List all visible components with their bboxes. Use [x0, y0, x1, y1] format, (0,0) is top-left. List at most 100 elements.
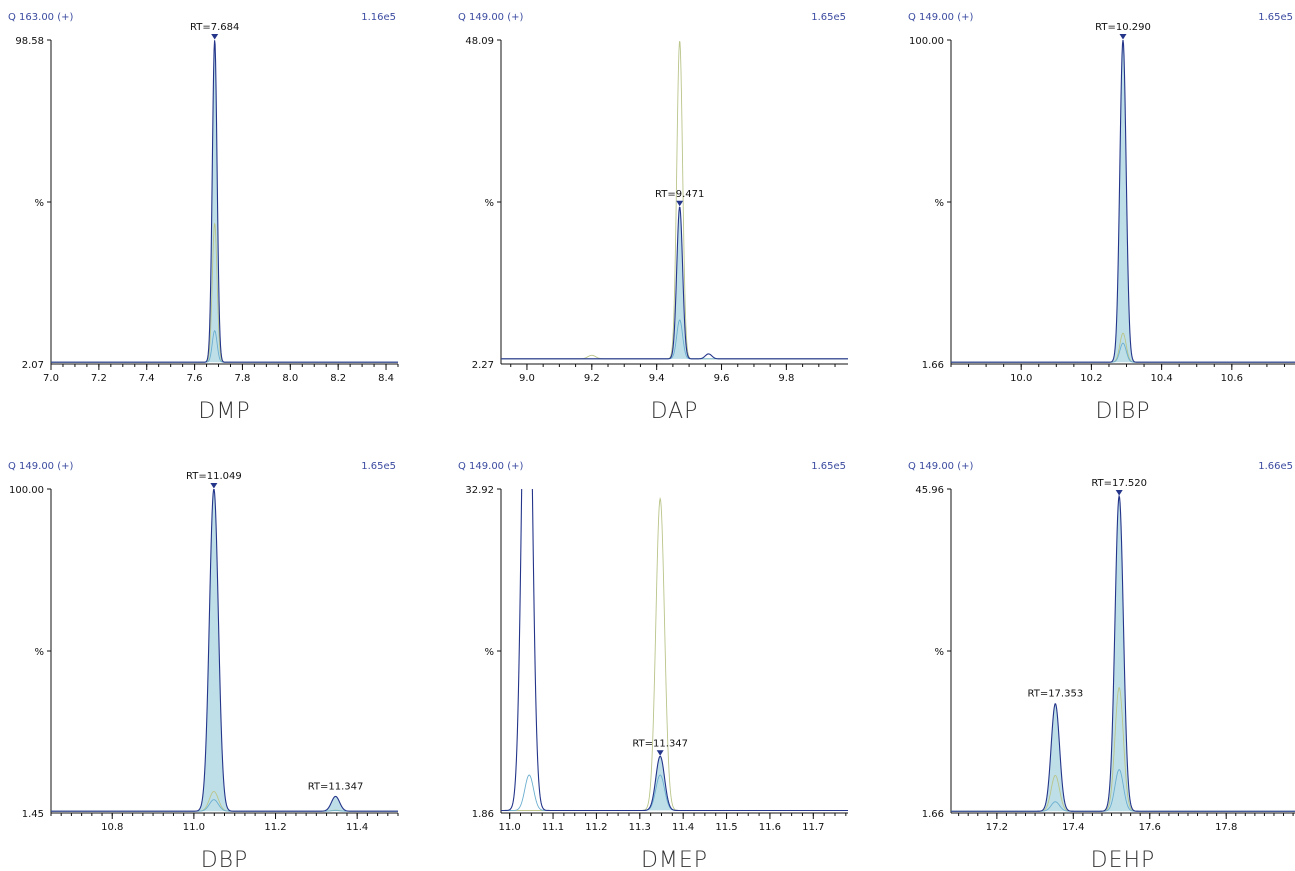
intensity-label: 1.65e5	[811, 461, 846, 472]
x-tick-label: 7.0	[43, 373, 59, 384]
y-tick-top: 32.92	[465, 485, 494, 496]
trace-ion3	[501, 774, 848, 811]
retention-time-label: RT=17.520	[1091, 478, 1147, 489]
x-tick-label: 17.6	[1139, 822, 1161, 833]
y-axis-unit: %	[934, 647, 944, 658]
integrated-areas	[669, 207, 690, 359]
x-tick-label: 7.4	[139, 373, 155, 384]
retention-time-label: RT=11.049	[186, 471, 242, 482]
intensity-label: 1.66e5	[1258, 461, 1293, 472]
trace-quant	[51, 40, 398, 363]
y-tick-top: 48.09	[465, 36, 494, 47]
peak-marker	[210, 483, 218, 489]
y-tick-bottom: 1.66	[922, 360, 944, 371]
x-tick-label: 17.8	[1215, 822, 1237, 833]
integrated-areas	[1111, 40, 1135, 363]
x-tick-label: 17.4	[1062, 822, 1084, 833]
compound-name: DMP	[198, 399, 250, 424]
peak-area-fill	[321, 796, 350, 812]
chromatogram-panel-dehp: Q 149.00 (+) 1.66e5 45.96% 1.66 17.2 17.4 17.6…	[908, 461, 1295, 871]
x-tick-label: 8.0	[282, 373, 298, 384]
retention-time-label: RT=11.347	[632, 738, 688, 749]
integrated-areas	[1040, 496, 1135, 812]
trace-ion2	[51, 223, 398, 363]
trace-ion2	[501, 496, 848, 811]
compound-name: DAP	[651, 399, 699, 424]
y-axis-unit: %	[34, 198, 44, 209]
peak-marker	[676, 200, 684, 207]
traces	[501, 489, 848, 812]
chromatogram-panel-dbp: Q 149.00 (+) 1.65e5 100.00% 1.45 10.8 11.0 11.…	[8, 461, 399, 871]
channel-label: Q 149.00 (+)	[8, 461, 73, 472]
trace-quant	[951, 40, 1295, 363]
peak-marker	[1119, 34, 1127, 40]
x-tick-label: 9.8	[778, 373, 794, 384]
y-tick-bottom: 2.27	[472, 360, 494, 371]
y-axis-unit: %	[484, 198, 494, 209]
x-tick-label: 7.2	[91, 373, 107, 384]
peak-area-fill	[1111, 40, 1135, 363]
x-tick-label: 10.0	[1010, 373, 1032, 384]
y-tick-bottom: 1.45	[22, 809, 44, 820]
x-tick-label: 11.7	[802, 822, 824, 833]
peak-area-fill	[197, 489, 230, 812]
x-tick-label: 11.0	[499, 822, 521, 833]
intensity-label: 1.65e5	[811, 12, 846, 23]
x-tick-label: 9.2	[584, 373, 600, 384]
channel-label: Q 149.00 (+)	[908, 461, 973, 472]
peak-area-fill	[206, 40, 224, 363]
trace-quant	[501, 206, 848, 360]
retention-time-label: RT=7.684	[190, 22, 239, 33]
y-tick-bottom: 2.07	[22, 360, 44, 371]
integrated-areas	[206, 40, 224, 363]
x-tick-label: 9.6	[714, 373, 730, 384]
x-tick-label: 11.2	[264, 822, 286, 833]
retention-time-label: RT=17.353	[1027, 689, 1083, 700]
traces	[51, 40, 398, 363]
peak-marker	[656, 750, 664, 756]
traces	[951, 494, 1295, 812]
traces	[951, 40, 1295, 363]
chromatogram-panel-dibp: Q 149.00 (+) 1.65e5 100.00% 1.66 10.0 10.2 10.…	[908, 12, 1295, 424]
x-tick-label: 11.4	[672, 822, 694, 833]
trace-ion2	[501, 40, 848, 360]
channel-label: Q 149.00 (+)	[458, 461, 523, 472]
peak-area-fill	[1104, 496, 1135, 812]
x-tick-label: 9.0	[519, 373, 535, 384]
x-tick-label: 11.4	[346, 822, 368, 833]
x-tick-label: 10.4	[1150, 373, 1172, 384]
x-tick-label: 10.2	[1080, 373, 1102, 384]
compound-name: DIBP	[1095, 399, 1150, 424]
peak-marker	[211, 34, 219, 40]
x-tick-label: 11.0	[183, 822, 205, 833]
x-tick-label: 11.1	[542, 822, 564, 833]
x-tick-label: 7.8	[234, 373, 250, 384]
y-axis-unit: %	[934, 198, 944, 209]
chromatogram-panel-dmep: Q 149.00 (+) 1.65e5 32.92% 1.86 11.0 11.1 11.2…	[458, 461, 848, 871]
chromatogram-panel-dap: Q 149.00 (+) 1.65e5 48.09% 2.27 9.0 9.2 9.4 9.6…	[458, 12, 848, 424]
x-tick-label: 10.6	[1221, 373, 1243, 384]
y-tick-bottom: 1.86	[472, 809, 494, 820]
x-tick-label: 7.6	[187, 373, 203, 384]
integrated-areas	[644, 756, 676, 811]
y-tick-top: 98.58	[15, 36, 44, 47]
retention-time-label: RT=10.290	[1095, 22, 1151, 33]
y-axis-unit: %	[34, 647, 44, 658]
intensity-label: 1.65e5	[361, 461, 396, 472]
trace-quant	[951, 494, 1295, 812]
intensity-label: 1.16e5	[361, 12, 396, 23]
x-tick-label: 11.2	[585, 822, 607, 833]
peak-area-fill	[1040, 703, 1071, 812]
y-tick-bottom: 1.66	[922, 809, 944, 820]
x-tick-label: 11.3	[629, 822, 651, 833]
channel-label: Q 149.00 (+)	[458, 12, 523, 23]
x-tick-label: 10.8	[101, 822, 123, 833]
integrated-areas	[197, 489, 350, 812]
y-axis-unit: %	[484, 647, 494, 658]
traces	[501, 40, 848, 360]
compound-name: DMEP	[641, 848, 708, 871]
peak-area-fill	[644, 756, 676, 811]
trace-quant	[51, 489, 398, 812]
x-tick-label: 11.6	[759, 822, 781, 833]
y-tick-top: 45.96	[915, 485, 944, 496]
